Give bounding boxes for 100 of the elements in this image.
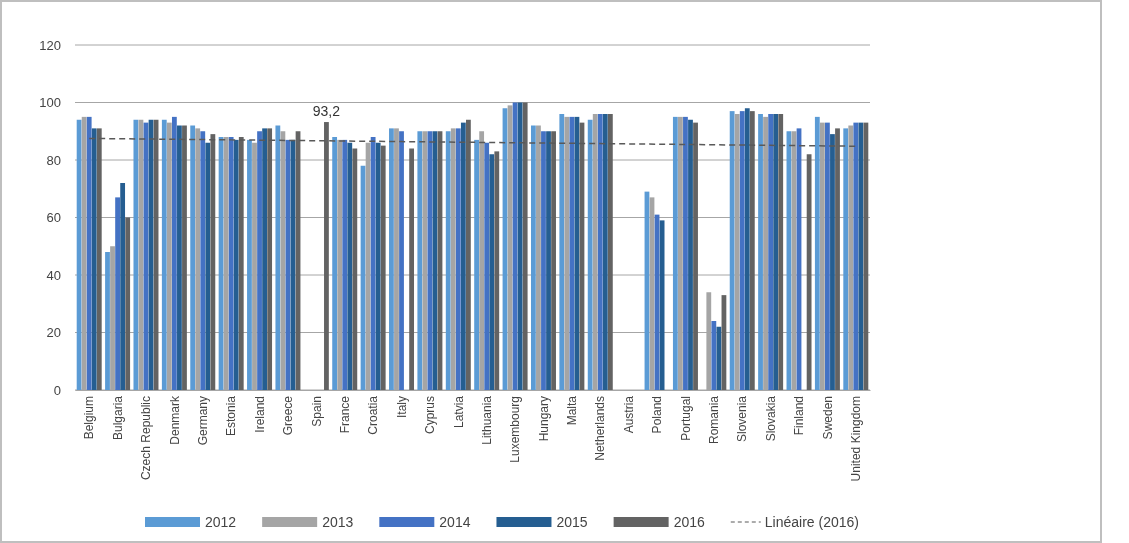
legend-label: 2012: [205, 514, 237, 530]
bar: [389, 128, 394, 390]
x-tick-label: Greece: [281, 395, 296, 436]
bar: [347, 142, 353, 390]
bar: [744, 108, 750, 390]
legend-label: 2013: [322, 514, 354, 530]
bar: [559, 114, 565, 390]
bar: [399, 131, 404, 390]
x-tick-label: United Kingdom: [849, 396, 863, 482]
bar: [171, 116, 177, 390]
bar: [332, 137, 338, 390]
bar: [370, 137, 376, 390]
x-tick-label: Slovakia: [763, 395, 778, 442]
y-tick-label: 60: [46, 210, 61, 226]
x-tick-label: Romania: [707, 395, 722, 445]
bar: [587, 119, 593, 390]
bar: [115, 197, 120, 390]
x-tick-label: Portugal: [678, 396, 693, 441]
bar: [257, 131, 262, 390]
bar: [688, 119, 693, 390]
x-tick-label: Hungary: [536, 396, 551, 442]
bar: [105, 252, 110, 390]
bar: [739, 111, 745, 390]
x-tick-label: Slovenia: [735, 395, 750, 443]
bar: [342, 139, 348, 390]
bar: [417, 131, 423, 390]
x-tick-label: Poland: [650, 396, 665, 434]
bar: [86, 116, 92, 390]
y-tick-label: 100: [39, 95, 61, 111]
x-tick-label: Finland: [792, 396, 807, 436]
bar: [489, 154, 495, 390]
bar: [120, 183, 126, 390]
y-tick-label: 40: [46, 267, 61, 283]
bar: [161, 119, 167, 390]
bar: [683, 116, 688, 390]
x-tick-label: Croatia: [366, 395, 381, 435]
bar: [474, 139, 479, 390]
bar: [806, 154, 812, 390]
bar: [125, 217, 131, 390]
x-tick-label: Cyprus: [423, 396, 438, 435]
bar: [455, 128, 461, 390]
bar: [546, 131, 551, 390]
bar: [716, 326, 722, 390]
legend-label: 2016: [673, 514, 705, 530]
bar: [484, 142, 490, 390]
x-tick-label: Malta: [565, 395, 580, 426]
x-tick-label: Lithuania: [479, 395, 494, 445]
bar: [830, 134, 835, 390]
x-tick-label: Italy: [394, 396, 409, 419]
bar: [541, 131, 546, 390]
bar: [517, 102, 523, 390]
y-tick-label: 20: [46, 325, 61, 341]
bar: [843, 128, 849, 390]
x-tick-label: Bulgaria: [110, 395, 125, 441]
bar: [494, 151, 500, 390]
bar: [597, 114, 603, 390]
x-tick-label: Luxembourg: [508, 396, 523, 463]
x-tick-label: Czech Republic: [139, 396, 154, 481]
bar: [275, 125, 281, 390]
y-tick-label: 120: [39, 37, 61, 53]
bar: [858, 122, 864, 390]
bar: [133, 119, 139, 390]
bar: [460, 122, 466, 390]
bar: [825, 122, 830, 390]
data-label: 93,2: [312, 103, 341, 120]
x-tick-label: Denmark: [167, 395, 182, 445]
bar: [729, 111, 735, 390]
x-tick-label: Netherlands: [593, 396, 608, 461]
y-tick-label: 0: [53, 382, 61, 398]
bar: [814, 116, 820, 390]
bar: [91, 128, 97, 390]
bar: [602, 114, 608, 390]
bar: [768, 114, 774, 390]
bar: [177, 125, 182, 390]
x-tick-label: Belgium: [82, 396, 97, 440]
bar: [352, 148, 358, 390]
x-tick-label: Sweden: [820, 396, 835, 440]
x-tick-label: Austria: [621, 395, 636, 434]
bar: [445, 131, 451, 390]
bar: [380, 145, 386, 390]
bar: [190, 125, 196, 390]
bar: [375, 142, 381, 390]
x-tick-label: Spain: [309, 396, 324, 427]
bar: [569, 116, 575, 390]
bar: [672, 116, 678, 390]
bar: [247, 139, 252, 390]
x-tick-label: France: [337, 395, 352, 434]
bar: [773, 114, 779, 390]
y-tick-label: 80: [46, 152, 61, 168]
bar: [409, 148, 415, 390]
legend-label: 2014: [439, 514, 471, 530]
bar: [711, 321, 717, 390]
x-tick-label: Latvia: [451, 395, 466, 429]
bar: [200, 131, 206, 390]
bar: [228, 137, 234, 390]
x-tick-label: Ireland: [252, 396, 267, 433]
bar: [262, 128, 267, 390]
bar: [233, 139, 239, 390]
x-tick-label: Estonia: [224, 395, 239, 437]
bar: [530, 125, 536, 390]
